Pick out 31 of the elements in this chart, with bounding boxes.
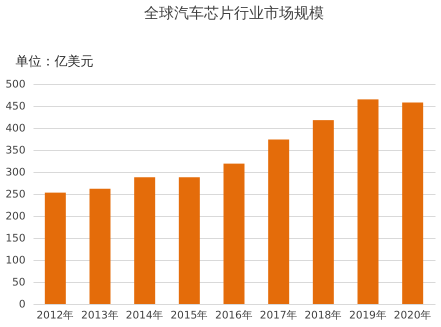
y-tick-label: 150 <box>5 232 26 244</box>
bar <box>90 188 110 304</box>
y-tick-label: 100 <box>5 254 26 266</box>
x-tick-label: 2015年 <box>170 310 208 322</box>
chart-title: 全球汽车芯片行业市场规模 <box>144 4 324 22</box>
x-tick-label: 2017年 <box>260 310 298 322</box>
x-tick-label: 2014年 <box>126 310 164 322</box>
y-tick-label: 200 <box>5 210 26 222</box>
bar <box>312 120 334 304</box>
bar <box>178 177 200 304</box>
x-tick-label: 2012年 <box>36 310 74 322</box>
bar <box>224 164 244 304</box>
y-tick-label: 250 <box>5 188 26 200</box>
x-tick-label: 2018年 <box>304 310 342 322</box>
bar <box>134 177 156 304</box>
y-axis-title: 单位：亿美元 <box>16 54 94 70</box>
bar <box>358 99 378 304</box>
y-tick-label: 50 <box>12 276 26 288</box>
y-tick-label: 350 <box>5 144 26 156</box>
y-tick-label: 450 <box>5 100 26 112</box>
x-tick-label: 2020年 <box>394 310 432 322</box>
y-tick-label: 500 <box>5 78 26 90</box>
bar <box>268 139 290 304</box>
x-tick-label: 2013年 <box>81 310 119 322</box>
x-tick-label: 2016年 <box>215 310 253 322</box>
x-tick-label: 2019年 <box>349 310 387 322</box>
y-tick-label: 300 <box>5 166 26 178</box>
bar <box>402 102 424 304</box>
y-tick-label: 0 <box>18 298 26 310</box>
bar <box>44 192 66 304</box>
y-tick-label: 400 <box>5 122 26 134</box>
